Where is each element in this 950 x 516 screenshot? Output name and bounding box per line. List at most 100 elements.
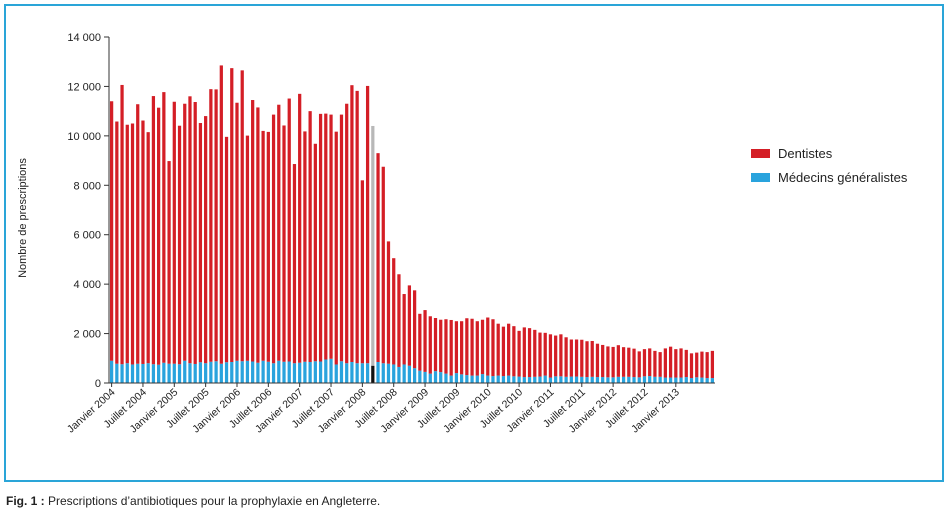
bar-medecins-generalistes [611, 377, 615, 383]
bar-dentistes [601, 344, 605, 378]
y-tick-label: 6 000 [73, 230, 101, 242]
bar-medecins-generalistes [637, 377, 641, 383]
bar-dentistes [533, 329, 537, 377]
bar-medecins-generalistes [230, 361, 234, 383]
bar-dentistes [130, 123, 135, 365]
bar-dentistes [345, 103, 349, 364]
bar-medecins-generalistes [527, 377, 532, 383]
y-axis-label: Nombre de prescriptions [17, 158, 29, 278]
bar-medecins-generalistes [496, 375, 500, 383]
bar-medecins-generalistes [480, 374, 485, 383]
bar-medecins-generalistes [695, 377, 699, 383]
bar-medecins-generalistes [130, 364, 135, 383]
bar-dentistes [376, 153, 380, 362]
bar-dentistes [418, 313, 422, 371]
bar-medecins-generalistes [606, 377, 610, 383]
bar-dentistes [151, 96, 156, 365]
bar-dentistes [454, 321, 459, 374]
bar-dentistes [412, 290, 417, 369]
bar-dentistes [188, 96, 192, 364]
bar-medecins-generalistes [601, 377, 605, 383]
bar-dentistes [313, 143, 317, 362]
bar-medecins-generalistes [642, 376, 647, 383]
bar-dentistes [496, 323, 500, 376]
bar-medecins-generalistes [700, 377, 704, 383]
bar-medecins-generalistes [423, 371, 427, 383]
bar-medecins-generalistes [355, 363, 359, 383]
bar-medecins-generalistes [460, 374, 464, 383]
bar-dentistes [486, 317, 490, 376]
bar-medecins-generalistes [282, 361, 286, 383]
bar-dentistes [157, 107, 161, 365]
bar-medecins-generalistes [517, 376, 521, 383]
bar-dentistes [590, 340, 594, 377]
bar-medecins-generalistes [204, 363, 208, 383]
bar-dentistes [177, 125, 182, 365]
bar-dentistes [235, 102, 239, 361]
bar-dentistes [318, 113, 323, 362]
bar-dentistes [423, 310, 427, 372]
bar-dentistes [125, 124, 129, 364]
bar-dentistes [606, 346, 610, 378]
bar-dentistes [460, 321, 464, 375]
bar-medecins-generalistes [109, 360, 114, 383]
bar-medecins-generalistes [183, 360, 187, 383]
bar-dentistes [475, 321, 479, 376]
bar-medecins-generalistes [486, 375, 490, 383]
bar-medecins-generalistes [251, 361, 255, 383]
bar-medecins-generalistes [334, 364, 338, 383]
bar-dentistes [407, 285, 412, 366]
bar-dentistes [287, 98, 291, 362]
bar-dentistes [595, 343, 600, 378]
bar-medecins-generalistes [439, 372, 443, 383]
bar-medecins-generalistes [271, 363, 276, 383]
bar-medecins-generalistes [507, 375, 511, 383]
bar-dentistes [198, 123, 203, 363]
bar-dentistes [674, 349, 678, 378]
bar-medecins-generalistes [658, 376, 662, 383]
bar-dentistes [616, 345, 620, 377]
bar-medecins-generalistes [564, 376, 568, 383]
bar-dentistes [172, 101, 176, 364]
bar-dentistes [183, 103, 187, 361]
bar-dentistes [444, 319, 448, 374]
bar-medecins-generalistes [256, 362, 260, 383]
bar-dentistes [136, 104, 140, 364]
bar-medecins-generalistes [548, 377, 553, 383]
bar-dentistes [637, 351, 641, 378]
bar-medecins-generalistes [689, 378, 694, 383]
y-tick-label: 10 000 [67, 131, 101, 143]
bar-medecins-generalistes [412, 368, 417, 383]
bar-medecins-generalistes [418, 370, 422, 383]
y-tick-label: 4 000 [73, 279, 101, 291]
bar-medecins-generalistes [705, 378, 709, 383]
bar-dentistes [695, 352, 699, 378]
bar-dentistes [611, 346, 615, 378]
bar-dentistes [470, 318, 474, 376]
bar-medecins-generalistes [245, 360, 250, 383]
bar-dentistes [350, 85, 354, 362]
bar-medecins-generalistes [454, 373, 459, 383]
y-tick-label: 12 000 [67, 81, 101, 93]
bar-medecins-generalistes [569, 376, 573, 383]
bar-dentistes [668, 346, 673, 378]
bar-dentistes [653, 350, 657, 377]
bar-dentistes [569, 339, 573, 377]
bar-dentistes [621, 347, 626, 377]
bar-medecins-generalistes [470, 375, 474, 383]
bar-medecins-generalistes [501, 376, 506, 383]
bar-medecins-generalistes [392, 364, 396, 383]
bar-dentistes [580, 339, 584, 377]
bar-medecins-generalistes [120, 364, 124, 383]
bar-medecins-generalistes [339, 361, 344, 383]
bar-dentistes [648, 348, 652, 377]
bar-medecins-generalistes [574, 376, 579, 383]
bar-dentistes [355, 90, 359, 364]
bar-dentistes [266, 131, 270, 362]
bar-dentistes [543, 332, 547, 376]
bar-dentistes [710, 350, 715, 379]
bar-dentistes [627, 347, 631, 377]
bar-dentistes [564, 337, 568, 377]
